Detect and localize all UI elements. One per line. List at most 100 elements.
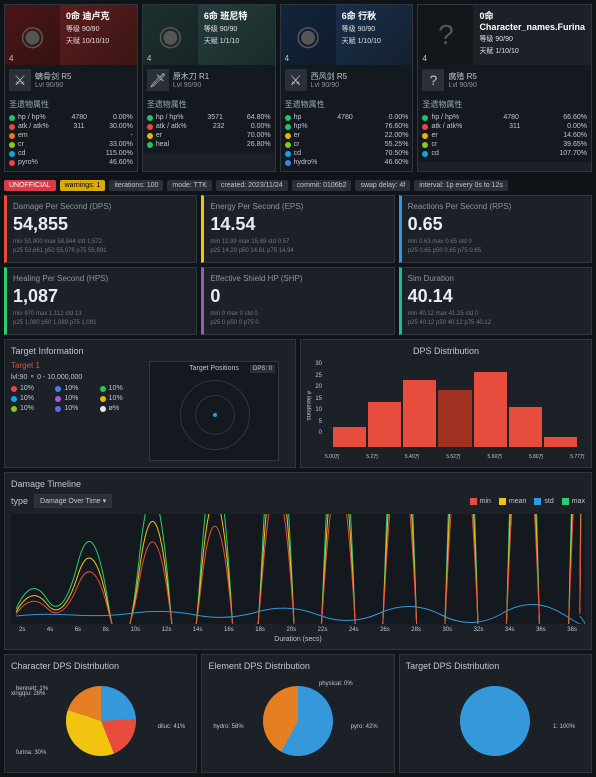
metric-value: 0.65 bbox=[408, 214, 585, 235]
status-badge: commit: 0106b2 bbox=[292, 180, 352, 191]
character-name: 6命 行秋 bbox=[342, 9, 407, 22]
timeline-legend: minmeanstdmax bbox=[470, 498, 585, 505]
character-name: 0命 Character_names.Furina bbox=[479, 9, 585, 32]
resist-item: 10% bbox=[55, 385, 96, 392]
resist-item: 10% bbox=[11, 385, 52, 392]
pie-label: physical: 0% bbox=[319, 681, 353, 687]
resist-item: 10% bbox=[55, 405, 96, 412]
y-axis: 302520151050 bbox=[307, 361, 322, 436]
weapon-row: ? 腐殖 R5Lvl 90/90 bbox=[418, 65, 591, 95]
timeline-xlabels: 2s4s6s8s10s12s14s16s18s20s22s24s26s28s30… bbox=[11, 627, 585, 633]
metrics-grid: Damage Per Second (DPS) 54,855 min 50,90… bbox=[0, 195, 596, 335]
histogram-bar bbox=[333, 427, 366, 447]
panel-title: Character DPS Distribution bbox=[11, 661, 190, 671]
weapon-icon: 🗡 bbox=[147, 69, 169, 91]
timeline-chart bbox=[11, 514, 585, 624]
metric-title: Energy Per Second (EPS) bbox=[210, 202, 387, 211]
character-card[interactable]: ◉ 6命 班尼特 等级 90/90 天赋 1/1/10 4 🗡 原木刀 R1Lv… bbox=[142, 4, 276, 172]
metric-title: Reactions Per Second (RPS) bbox=[408, 202, 585, 211]
metric-title: Effective Shield HP (SHP) bbox=[210, 274, 387, 283]
status-badge: UNOFFICIAL bbox=[4, 180, 56, 191]
character-name: 0命 迪卢克 bbox=[66, 9, 131, 22]
weapon-row: ⚔ 螭骨剑 R5Lvl 90/90 bbox=[5, 65, 137, 95]
metric-sub: min 970 max 1,112 std 13p25 1,080 p50 1,… bbox=[13, 310, 190, 328]
status-badge: iterations: 100 bbox=[109, 180, 163, 191]
histogram-bar bbox=[544, 437, 577, 447]
metric-card: Healing Per Second (HPS) 1,087 min 970 m… bbox=[4, 267, 197, 335]
dps-histogram: # iterations 302520151050 bbox=[307, 361, 585, 451]
metric-card: Sim Duration 40.14 min 40.12 max 41.25 s… bbox=[399, 267, 592, 335]
weapon-icon: ⚔ bbox=[285, 69, 307, 91]
metric-card: Reactions Per Second (RPS) 0.65 min 0.63… bbox=[399, 195, 592, 263]
metric-sub: min 0.63 max 0.65 std 0p25 0.65 p50 0.65… bbox=[408, 238, 585, 256]
resist-item: 10% bbox=[11, 405, 52, 412]
status-badge: interval: 1p every 0s to 12s bbox=[414, 180, 508, 191]
artifact-stats: 圣遗物属性hp / hp%357164.80%atk / atk%2320.00… bbox=[143, 95, 275, 153]
resist-item: ø% bbox=[100, 405, 141, 412]
character-card[interactable]: ◉ 6命 行秋 等级 90/90 天赋 1/10/10 4 ⚔ 西风剑 R5Lv… bbox=[280, 4, 414, 172]
panel-title: Target Information bbox=[11, 346, 289, 356]
metric-value: 14.54 bbox=[210, 214, 387, 235]
timeline-type-select[interactable]: Damage Over Time ▾ bbox=[34, 494, 112, 508]
panel-title: Element DPS Distribution bbox=[208, 661, 387, 671]
target-name: Target 1 bbox=[11, 361, 141, 370]
metric-value: 1,087 bbox=[13, 286, 190, 307]
metric-card: Energy Per Second (EPS) 14.54 min 12.99 … bbox=[201, 195, 394, 263]
pie-charts-row: Character DPS Distribution bennett: 1%di… bbox=[0, 654, 596, 777]
metric-sub: min 12.99 max 15.69 std 0.57p25 14.29 p5… bbox=[210, 238, 387, 256]
target-positions-chart: Target Positions DPS: 0 bbox=[149, 361, 279, 461]
metric-sub: min 0 max 0 std 0p25 0 p50 0 p75 0 bbox=[210, 310, 387, 328]
histogram-bars bbox=[333, 372, 577, 447]
metric-title: Damage Per Second (DPS) bbox=[13, 202, 190, 211]
resist-item: 10% bbox=[100, 385, 141, 392]
resist-item: 10% bbox=[55, 395, 96, 402]
status-badge: mode: TTK bbox=[167, 180, 212, 191]
x-axis: 5.00万5.2万5.40万5.52万5.60万5.80万5.77万 bbox=[325, 453, 585, 460]
character-card[interactable]: ? 0命 Character_names.Furina 等级 90/90 天赋 … bbox=[417, 4, 592, 172]
metric-title: Sim Duration bbox=[408, 274, 585, 283]
resist-item: 10% bbox=[11, 395, 52, 402]
weapon-icon: ? bbox=[422, 69, 444, 91]
histogram-bar bbox=[403, 380, 436, 448]
artifact-stats: 圣遗物属性hp / hp%47800.00%atk / atk%31130.00… bbox=[5, 95, 137, 171]
histogram-bar bbox=[438, 390, 471, 448]
artifact-stats: 圣遗物属性hp / hp%478066.60%atk / atk%3110.00… bbox=[418, 95, 591, 162]
pie-chart bbox=[66, 686, 136, 756]
metric-value: 40.14 bbox=[408, 286, 585, 307]
histogram-bar bbox=[474, 372, 507, 447]
resist-item: 10% bbox=[100, 395, 141, 402]
dps-distribution-panel: DPS Distribution # iterations 3025201510… bbox=[300, 339, 592, 468]
pie-label: 1: 100% bbox=[553, 724, 575, 730]
pie-label: xingqiu: 28% bbox=[11, 691, 45, 697]
pie-panel: Target DPS Distribution 1: 100% bbox=[399, 654, 592, 773]
metric-title: Healing Per Second (HPS) bbox=[13, 274, 190, 283]
weapon-row: ⚔ 西风剑 R5Lvl 90/90 bbox=[281, 65, 413, 95]
panel-title: DPS Distribution bbox=[307, 346, 585, 356]
pie-label: furina: 30% bbox=[16, 750, 46, 756]
pie-chart bbox=[263, 686, 333, 756]
histogram-bar bbox=[509, 407, 542, 447]
artifact-stats: 圣遗物属性hp47800.00%hp%76.60%er22.00%cr55.25… bbox=[281, 95, 413, 171]
weapon-row: 🗡 原木刀 R1Lvl 90/90 bbox=[143, 65, 275, 95]
target-lvl: lvl:90 ⚬ 0 - 10,000,000 bbox=[11, 373, 141, 381]
pie-label: pyro: 42% bbox=[351, 724, 378, 730]
metric-sub: min 50,900 max 58,844 std 1,572p25 53,66… bbox=[13, 238, 190, 256]
character-name: 6命 班尼特 bbox=[204, 9, 269, 22]
panel-title: Target DPS Distribution bbox=[406, 661, 585, 671]
metric-card: Effective Shield HP (SHP) 0 min 0 max 0 … bbox=[201, 267, 394, 335]
metric-value: 0 bbox=[210, 286, 387, 307]
status-badges: UNOFFICIAL warnings: 1iterations: 100 mode… bbox=[0, 176, 596, 195]
pie-panel: Element DPS Distribution physical: 0% hyd… bbox=[201, 654, 394, 773]
character-cards: ◉ 0命 迪卢克 等级 90/90 天赋 10/10/10 4 ⚔ 螭骨剑 R5… bbox=[0, 0, 596, 176]
status-badge: swap delay: 4f bbox=[355, 180, 410, 191]
metric-sub: min 40.12 max 41.25 std 0p25 40.12 p50 4… bbox=[408, 310, 585, 328]
weapon-icon: ⚔ bbox=[9, 69, 31, 91]
metric-value: 54,855 bbox=[13, 214, 190, 235]
pie-label: diluc: 41% bbox=[158, 724, 186, 730]
target-info-panel: Target Information Target 1 lvl:90 ⚬ 0 -… bbox=[4, 339, 296, 468]
damage-timeline-panel: Damage Timeline type Damage Over Time ▾ … bbox=[4, 472, 592, 650]
status-badge: warnings: 1 bbox=[60, 180, 106, 191]
pie-label: hydro: 58% bbox=[213, 724, 243, 730]
metric-card: Damage Per Second (DPS) 54,855 min 50,90… bbox=[4, 195, 197, 263]
character-card[interactable]: ◉ 0命 迪卢克 等级 90/90 天赋 10/10/10 4 ⚔ 螭骨剑 R5… bbox=[4, 4, 138, 172]
